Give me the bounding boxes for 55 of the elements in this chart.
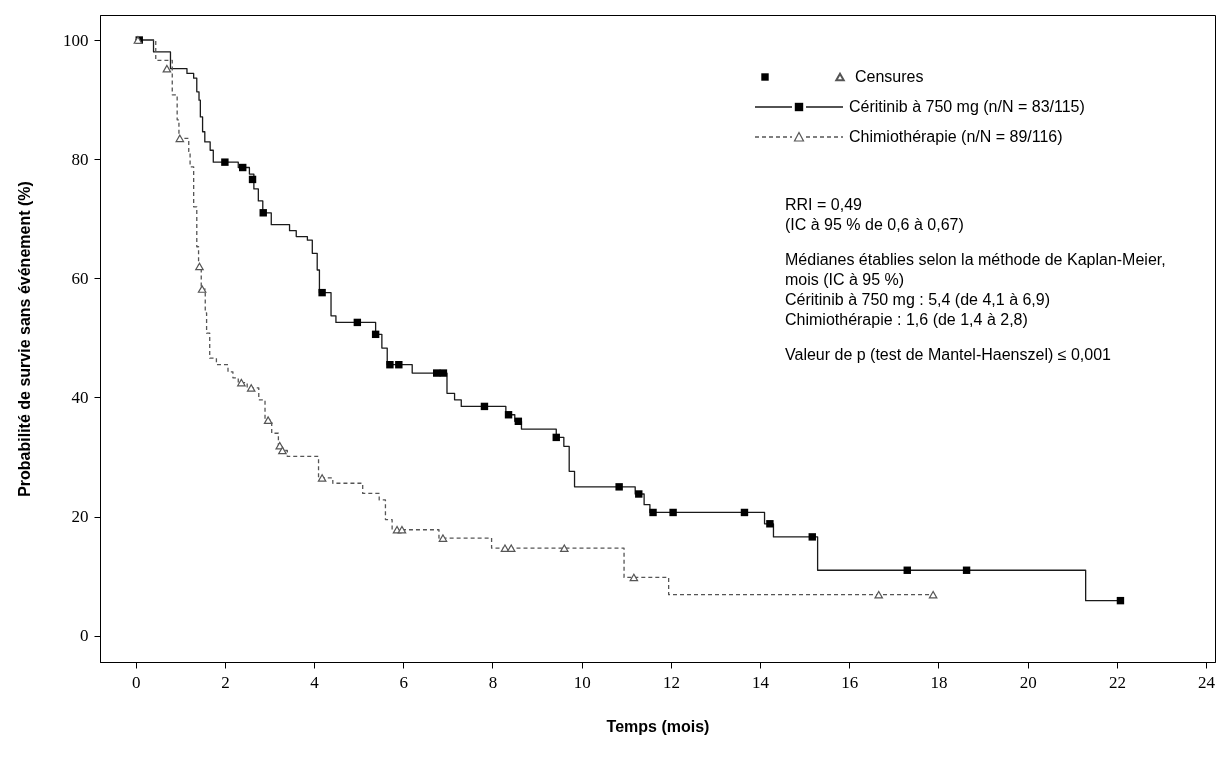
x-tick-label: 14 xyxy=(752,672,770,692)
point xyxy=(669,508,677,517)
legend-label: Chimiothérapie (n/N = 89/116) xyxy=(849,128,1063,145)
point xyxy=(317,474,327,482)
point xyxy=(615,483,623,491)
point xyxy=(278,446,287,455)
y-tick-label: 100 xyxy=(63,30,89,50)
x-tick-label: 6 xyxy=(399,672,409,692)
point xyxy=(318,288,326,297)
point xyxy=(175,134,185,143)
point xyxy=(237,378,246,387)
point xyxy=(197,285,207,293)
x-tick-label: 0 xyxy=(131,672,141,692)
annotation: Valeur de p (test de Mantel-Haenszel) ≤ 0,001 xyxy=(785,346,1112,363)
x-tick-label: 4 xyxy=(310,672,320,692)
point xyxy=(259,209,267,217)
x-tick-label: 10 xyxy=(573,672,591,692)
y-tick-label: 0 xyxy=(80,626,89,646)
y-tick-label: 60 xyxy=(71,268,89,288)
point xyxy=(221,158,229,166)
point xyxy=(629,573,639,582)
point xyxy=(433,369,441,377)
y-tick-label: 80 xyxy=(71,149,89,169)
point xyxy=(395,361,403,369)
x-tick-label: 18 xyxy=(930,672,948,692)
x-axis-title: Temps (mois) xyxy=(606,717,710,735)
point xyxy=(246,384,256,392)
x-tick-label: 24 xyxy=(1198,672,1216,692)
legend-label: Céritinib à 750 mg (n/N = 83/115) xyxy=(849,98,1085,115)
point xyxy=(386,361,394,369)
point xyxy=(195,262,204,271)
point xyxy=(439,369,448,377)
point xyxy=(559,544,569,553)
point xyxy=(874,590,884,599)
point xyxy=(438,534,448,542)
point xyxy=(766,520,774,528)
y-tick-label: 20 xyxy=(71,507,89,527)
point xyxy=(162,64,172,73)
y-tick-label: 40 xyxy=(71,387,89,407)
point xyxy=(808,533,816,541)
point xyxy=(635,490,643,498)
x-tick-label: 8 xyxy=(488,672,498,692)
annotation: RRI = 0,49 (IC à 95 % de 0,6 à 0,67) xyxy=(785,196,964,233)
point xyxy=(397,525,407,534)
point xyxy=(928,590,938,599)
legend-label: Censures xyxy=(855,68,924,85)
x-tick-label: 12 xyxy=(662,672,680,692)
annotation: Médianes établies selon la méthode de Kaplan-Meier, mois (IC à 95 %) Céritinib à 750 mg : 5,4 (de 4,1 à 6,9) Chimiothérapie : 1,6 (de 1,4 à 2,8) xyxy=(785,251,1166,328)
x-tick-label: 16 xyxy=(841,672,859,692)
x-tick-label: 20 xyxy=(1019,672,1037,692)
y-axis-title: Probabilité de survie sans événement (%) xyxy=(16,181,33,497)
x-tick-label: 2 xyxy=(221,672,230,692)
x-tick-label: 22 xyxy=(1108,672,1126,692)
point xyxy=(263,416,273,424)
point xyxy=(649,508,657,517)
